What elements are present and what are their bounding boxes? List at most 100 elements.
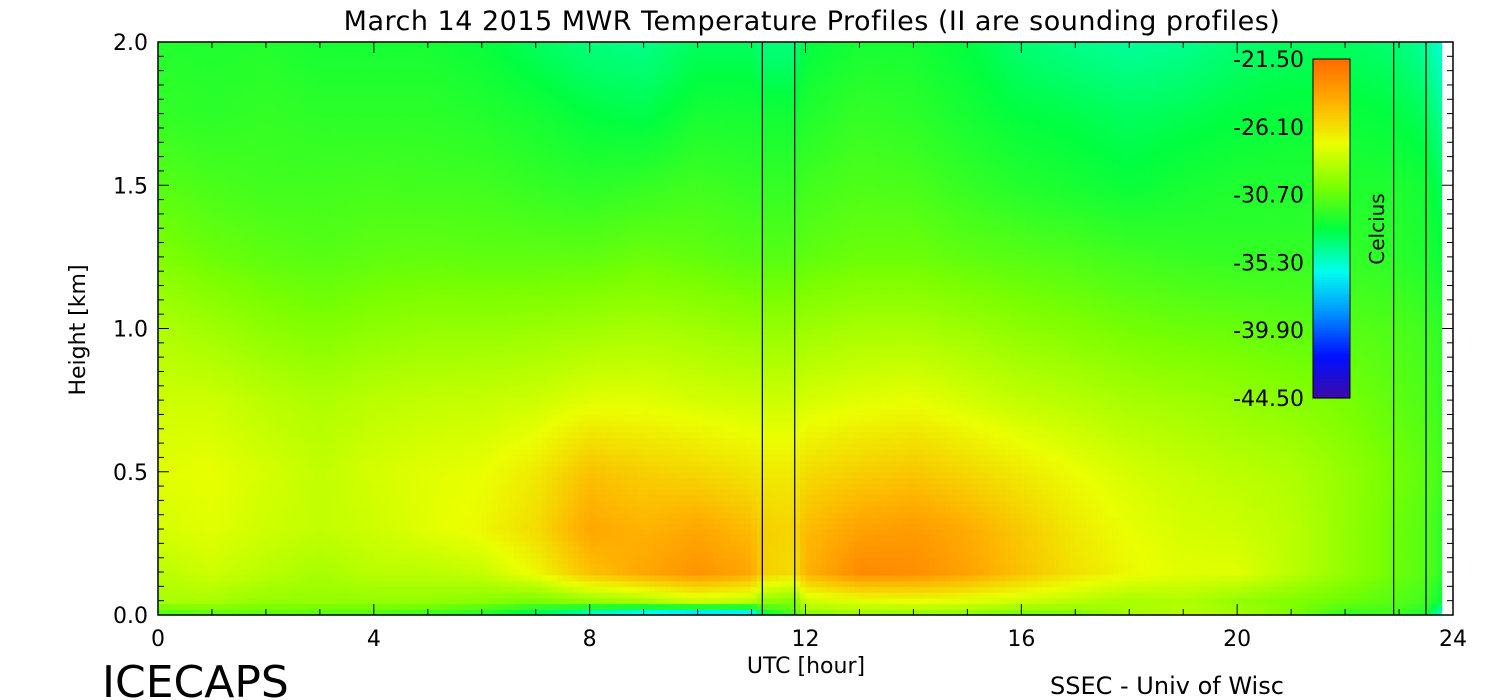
temperature-cell	[298, 569, 304, 575]
temperature-cell	[530, 535, 536, 541]
temperature-cell	[336, 563, 342, 569]
temperature-cell	[752, 523, 758, 529]
temperature-cell	[714, 552, 720, 558]
temperature-cell	[881, 581, 887, 587]
temperature-cell	[989, 512, 995, 518]
temperature-cell	[1038, 581, 1044, 587]
temperature-cell	[1361, 563, 1367, 569]
temperature-cell	[520, 569, 526, 575]
temperature-cell	[1345, 529, 1351, 535]
temperature-cell	[692, 575, 698, 581]
temperature-cell	[1032, 586, 1038, 592]
temperature-cell	[169, 569, 175, 575]
temperature-cell	[503, 586, 509, 592]
temperature-cell	[455, 535, 461, 541]
temperature-cell	[282, 575, 288, 581]
temperature-cell	[627, 592, 633, 598]
temperature-cell	[201, 500, 207, 506]
temperature-cell	[1329, 512, 1335, 518]
temperature-cell	[525, 558, 531, 564]
temperature-cell	[1237, 581, 1243, 587]
temperature-cell	[1172, 575, 1178, 581]
temperature-cell	[816, 575, 822, 581]
temperature-cell	[374, 546, 380, 552]
temperature-cell	[1086, 512, 1092, 518]
temperature-cell	[1226, 552, 1232, 558]
temperature-cell	[1070, 535, 1076, 541]
temperature-cell	[816, 586, 822, 592]
temperature-cell	[784, 518, 790, 524]
temperature-cell	[234, 512, 240, 518]
temperature-cell	[520, 523, 526, 529]
temperature-cell	[649, 592, 655, 598]
temperature-cell	[314, 563, 320, 569]
temperature-cell	[1248, 523, 1254, 529]
temperature-cell	[341, 546, 347, 552]
temperature-cell	[951, 558, 957, 564]
temperature-cell	[951, 592, 957, 598]
temperature-cell	[309, 506, 315, 512]
temperature-cell	[1032, 558, 1038, 564]
temperature-cell	[547, 523, 553, 529]
temperature-cell	[190, 535, 196, 541]
temperature-cell	[250, 506, 256, 512]
temperature-cell	[493, 569, 499, 575]
temperature-cell	[1205, 512, 1211, 518]
temperature-cell	[1178, 598, 1184, 604]
temperature-cell	[1070, 581, 1076, 587]
temperature-cell	[1140, 581, 1146, 587]
temperature-cell	[417, 541, 423, 547]
temperature-cell	[1383, 512, 1389, 518]
temperature-cell	[741, 575, 747, 581]
temperature-cell	[1183, 592, 1189, 598]
temperature-cell	[552, 506, 558, 512]
temperature-cell	[1410, 512, 1416, 518]
temperature-cell	[1070, 575, 1076, 581]
temperature-cell	[563, 563, 569, 569]
temperature-cell	[843, 569, 849, 575]
temperature-cell	[1431, 569, 1437, 575]
temperature-cell	[730, 546, 736, 552]
temperature-cell	[568, 552, 574, 558]
temperature-cell	[1394, 506, 1400, 512]
temperature-cell	[304, 558, 310, 564]
temperature-cell	[234, 575, 240, 581]
temperature-cell	[201, 506, 207, 512]
temperature-cell	[1291, 512, 1297, 518]
temperature-cell	[687, 563, 693, 569]
temperature-cell	[1140, 598, 1146, 604]
temperature-cell	[1286, 581, 1292, 587]
temperature-cell	[1032, 598, 1038, 604]
temperature-cell	[1091, 575, 1097, 581]
temperature-cell	[1248, 541, 1254, 547]
temperature-cell	[1216, 558, 1222, 564]
temperature-cell	[897, 546, 903, 552]
temperature-cell	[735, 552, 741, 558]
temperature-cell	[1297, 523, 1303, 529]
temperature-cell	[671, 495, 677, 501]
temperature-cell	[314, 598, 320, 604]
temperature-cell	[1108, 512, 1114, 518]
temperature-cell	[476, 529, 482, 535]
temperature-cell	[536, 546, 542, 552]
temperature-cell	[940, 575, 946, 581]
temperature-cell	[1399, 558, 1405, 564]
temperature-cell	[412, 592, 418, 598]
temperature-cell	[644, 575, 650, 581]
temperature-cell	[838, 569, 844, 575]
temperature-cell	[973, 546, 979, 552]
temperature-cell	[212, 552, 218, 558]
temperature-cell	[174, 569, 180, 575]
temperature-cell	[374, 523, 380, 529]
temperature-cell	[876, 592, 882, 598]
temperature-cell	[395, 569, 401, 575]
temperature-cell	[579, 575, 585, 581]
temperature-cell	[978, 523, 984, 529]
temperature-cell	[859, 598, 865, 604]
temperature-cell	[719, 558, 725, 564]
temperature-cell	[1167, 546, 1173, 552]
temperature-cell	[1199, 569, 1205, 575]
temperature-cell	[460, 546, 466, 552]
temperature-cell	[503, 518, 509, 524]
temperature-cell	[1291, 523, 1297, 529]
